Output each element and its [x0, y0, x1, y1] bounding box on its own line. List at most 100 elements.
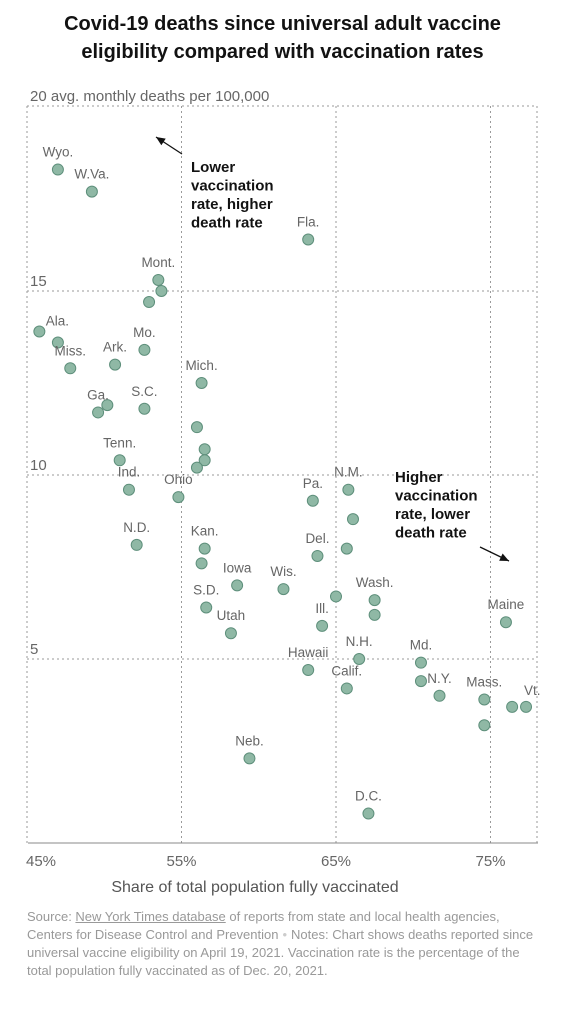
point-label: Fla. — [297, 214, 320, 229]
point-label: Mont. — [141, 255, 175, 270]
point-label: Ark. — [103, 340, 127, 355]
data-point — [130, 538, 143, 551]
point-label: W.Va. — [74, 167, 109, 182]
annotation-line: rate, higher — [191, 196, 273, 213]
point-label: N.H. — [346, 634, 373, 649]
point-label: S.C. — [131, 384, 157, 399]
data-point — [51, 336, 64, 349]
point-label: Calif. — [331, 663, 362, 678]
annotation-text-2: Higher vaccination rate, lower death rate — [395, 469, 478, 542]
point-label: Utah — [217, 608, 246, 623]
point-label: Ill. — [315, 601, 329, 616]
chart-title-line-2: eligibility compared with vaccination ra… — [81, 41, 484, 63]
data-point — [277, 583, 290, 596]
data-point — [368, 608, 381, 621]
data-point — [200, 601, 213, 614]
point-label: D.C. — [355, 789, 382, 804]
x-tick-label: 45% — [26, 853, 56, 870]
data-point — [190, 461, 203, 474]
source-text: of reports from state and local health a… — [27, 909, 500, 942]
data-point — [414, 656, 427, 669]
data-point — [302, 664, 315, 677]
data-point — [92, 406, 105, 419]
data-point — [231, 579, 244, 592]
y-tick-label: 15 — [30, 273, 47, 290]
data-point — [198, 542, 211, 555]
data-point — [224, 627, 237, 640]
data-point — [51, 163, 64, 176]
point-label: Miss. — [55, 343, 87, 358]
point-label: Ind. — [118, 465, 141, 480]
x-tick-label: 65% — [321, 853, 351, 870]
data-point — [155, 285, 168, 297]
arrow-icon-downright — [479, 546, 510, 562]
data-point — [353, 653, 366, 665]
data-point — [152, 273, 165, 286]
data-point — [368, 594, 381, 607]
point-label: Wis. — [270, 564, 296, 579]
data-point — [172, 491, 185, 504]
data-point — [342, 483, 355, 496]
y-tick-label: 5 — [30, 641, 38, 658]
data-point — [122, 483, 135, 496]
data-point — [362, 807, 375, 820]
data-point — [138, 402, 151, 415]
point-label: Pa. — [303, 476, 323, 491]
x-axis-title: Share of total population fully vaccinat… — [111, 879, 398, 896]
annotation-line: vaccination — [191, 178, 274, 195]
data-point — [198, 443, 211, 456]
separator-dot: • — [282, 927, 288, 942]
data-point — [316, 619, 329, 632]
x-tick-label: 55% — [166, 853, 196, 870]
source-link[interactable]: New York Times database — [75, 909, 226, 924]
scatter-chart: 5 10 15 45% 55% 65% 75% Wyo.W.Va. Fla. Mont. Ala.… — [26, 88, 541, 896]
data-point — [33, 325, 46, 338]
y-tick-label: 10 — [30, 457, 47, 474]
annotation-line: vaccination — [395, 488, 478, 505]
data-point — [113, 454, 126, 467]
y-axis-title: 20 avg. monthly deaths per 100,000 — [30, 88, 269, 105]
data-point — [143, 296, 156, 309]
data-point — [330, 590, 342, 603]
tick-layer: 5 10 15 45% 55% 65% 75% — [26, 273, 506, 870]
point-label: Kan. — [191, 524, 219, 539]
point-label: Mich. — [185, 358, 217, 373]
data-point — [85, 185, 98, 198]
point-label: Del. — [305, 531, 329, 546]
point-label: S.D. — [193, 582, 219, 597]
data-point — [243, 752, 256, 765]
data-point — [346, 513, 359, 526]
data-point — [414, 675, 427, 688]
point-label: Iowa — [223, 560, 252, 575]
data-point — [340, 682, 353, 695]
arrow-icon-upleft — [155, 136, 183, 155]
point-label: N.D. — [123, 520, 150, 535]
data-point — [478, 719, 491, 732]
data-point — [195, 377, 208, 389]
data-point — [302, 233, 315, 246]
footnote: Source: New York Times database of repor… — [27, 908, 537, 980]
data-point — [433, 689, 446, 702]
point-label: Ohio — [164, 472, 193, 487]
point-label: Hawaii — [288, 645, 329, 660]
point-label: Wash. — [356, 575, 394, 590]
point-label: Neb. — [235, 733, 264, 748]
point-label: Ga. — [87, 387, 109, 402]
data-point — [311, 549, 324, 562]
annotation-line: Higher — [395, 469, 443, 486]
point-label: Tenn. — [103, 435, 136, 450]
point-label: Mass. — [466, 674, 502, 689]
annotation-text-1: Lower vaccination rate, higher death rate — [191, 159, 274, 232]
point-layer — [33, 163, 533, 820]
notes-text: Notes: Chart shows deaths reported since… — [27, 927, 534, 978]
data-point — [138, 343, 151, 356]
data-point — [499, 616, 512, 629]
point-label: N.Y. — [427, 671, 452, 686]
chart-title-line-1: Covid-19 deaths since universal adult va… — [64, 13, 501, 35]
data-point — [478, 693, 491, 706]
data-point — [520, 700, 533, 713]
data-point — [306, 494, 319, 507]
annotation-layer: Lower vaccination rate, higher death rate Hi… — [155, 136, 510, 562]
grid-layer — [26, 105, 538, 844]
point-label: Vt. — [524, 683, 541, 698]
